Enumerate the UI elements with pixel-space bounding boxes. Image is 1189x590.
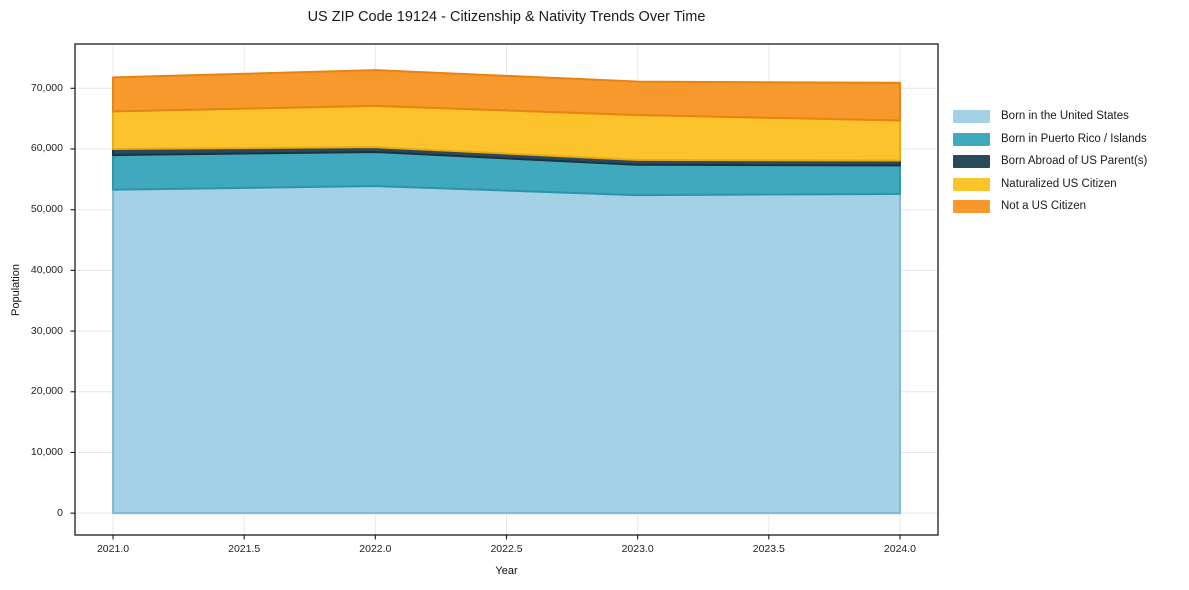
x-tick-label: 2021.5: [228, 543, 261, 555]
x-tick-label: 2023.0: [621, 543, 654, 555]
legend-label: Not a US Citizen: [1001, 200, 1087, 213]
y-tick-label: 0: [57, 506, 63, 519]
legend-label: Born in the United States: [1001, 110, 1129, 122]
area-band: [112, 69, 901, 122]
y-tick-label: 40,000: [30, 263, 63, 276]
y-tick-label: 60,000: [30, 142, 63, 155]
plot-area: [112, 69, 901, 515]
legend-swatch: [953, 132, 990, 146]
legend-label: Born Abroad of US Parent(s): [1001, 155, 1148, 168]
y-tick-label: 30,000: [30, 324, 63, 337]
legend-swatch: [953, 110, 990, 123]
area-band: [112, 185, 901, 515]
x-axis-label: Year: [495, 565, 518, 577]
legend-swatch: [953, 177, 990, 191]
x-tick-label: 2022.5: [490, 543, 523, 555]
y-tick-label: 70,000: [30, 81, 63, 94]
x-tick-label: 2024.0: [883, 543, 917, 555]
x-tick-label: 2021.0: [96, 543, 130, 555]
x-tick-label: 2023.5: [752, 543, 785, 555]
x-tick-label: 2022.0: [359, 543, 392, 555]
plot-frame: [74, 43, 939, 536]
chart-title: US ZIP Code 19124 - Citizenship & Nativi…: [307, 9, 706, 25]
legend-swatch: [953, 155, 990, 169]
y-tick-label: 50,000: [30, 203, 63, 216]
legend-swatch: [953, 200, 990, 214]
legend-label: Born in Puerto Rico / Islands: [1001, 132, 1147, 145]
y-tick-label: 20,000: [30, 385, 63, 398]
y-tick-label: 10,000: [30, 445, 63, 458]
legend-label: Naturalized US Citizen: [1001, 177, 1117, 190]
